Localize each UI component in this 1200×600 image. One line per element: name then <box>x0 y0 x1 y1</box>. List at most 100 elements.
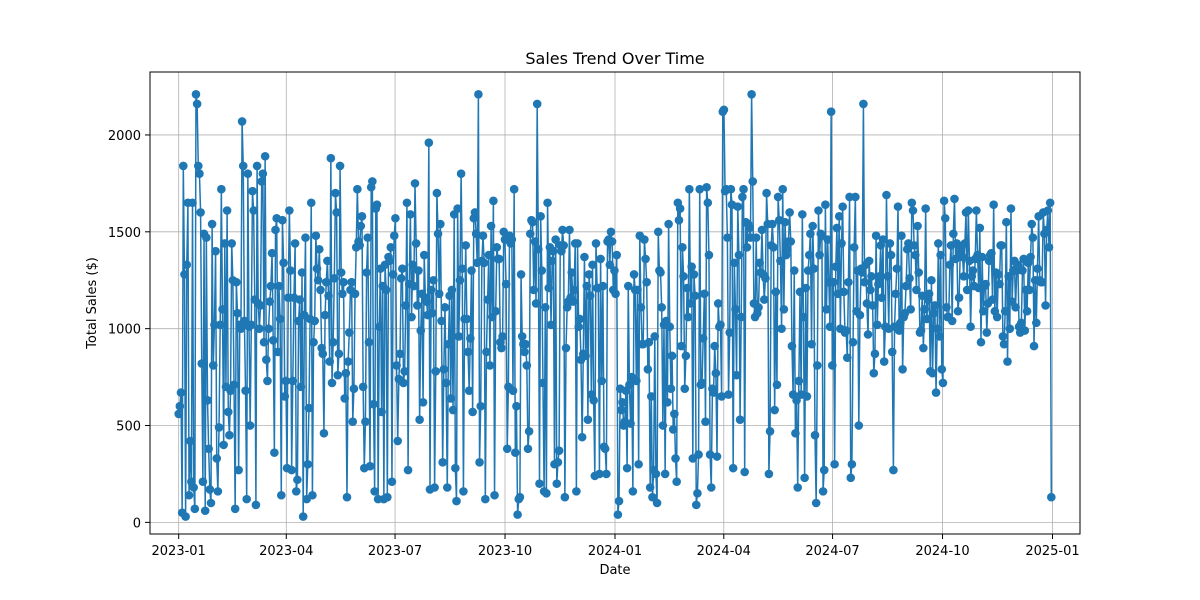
data-point <box>308 490 317 500</box>
data-point <box>642 277 651 287</box>
data-point <box>610 266 619 275</box>
data-point <box>849 243 859 252</box>
data-point <box>537 266 547 275</box>
data-point <box>830 459 839 469</box>
data-point <box>671 454 680 463</box>
data-point <box>1004 272 1013 281</box>
data-point <box>931 388 941 397</box>
data-point <box>362 268 371 277</box>
data-point <box>196 208 205 217</box>
data-point <box>611 289 620 299</box>
data-point <box>761 274 770 283</box>
data-point <box>206 498 216 508</box>
data-point <box>188 198 197 208</box>
x-tick-label: 2024-04 <box>697 544 751 559</box>
x-tick-label: 2024-10 <box>915 544 969 559</box>
data-point <box>883 272 892 281</box>
data-point <box>471 229 481 239</box>
data-point <box>293 475 302 485</box>
data-point <box>912 285 921 295</box>
data-point <box>709 388 718 397</box>
data-point <box>647 392 656 401</box>
data-point <box>573 239 582 248</box>
x-axis-label: Date <box>599 563 630 578</box>
data-point <box>802 392 812 401</box>
data-point <box>248 186 257 196</box>
data-point <box>276 490 286 500</box>
data-point <box>834 212 844 221</box>
data-point <box>175 401 185 411</box>
data-point <box>810 430 820 440</box>
data-point <box>270 448 279 457</box>
data-point <box>368 177 377 186</box>
data-point <box>770 405 779 415</box>
data-point <box>230 504 240 514</box>
data-point <box>726 184 736 194</box>
data-point <box>1013 260 1023 270</box>
data-point <box>377 407 386 417</box>
data-point <box>811 498 821 508</box>
data-point <box>907 198 917 208</box>
data-point <box>381 285 391 295</box>
data-point <box>932 324 942 333</box>
data-point <box>415 415 424 425</box>
data-point <box>807 339 816 349</box>
data-point <box>846 473 856 483</box>
data-point <box>247 320 256 330</box>
data-point <box>574 322 583 332</box>
data-point <box>829 277 838 287</box>
data-point <box>764 469 774 479</box>
data-point <box>240 316 249 326</box>
data-point <box>927 275 936 285</box>
data-point <box>937 365 947 374</box>
data-point <box>672 477 681 487</box>
data-point <box>924 289 934 299</box>
data-point <box>600 444 610 454</box>
data-point <box>613 510 623 519</box>
data-point <box>645 483 655 492</box>
data-point <box>468 407 477 417</box>
data-point <box>863 330 873 339</box>
data-point <box>765 427 775 436</box>
data-point <box>291 487 301 496</box>
data-point <box>648 492 657 502</box>
data-point <box>914 268 924 277</box>
y-axis-label: Total Sales ($) <box>85 257 100 350</box>
data-point <box>448 405 458 415</box>
data-point <box>358 382 368 392</box>
data-point <box>679 272 688 281</box>
data-point <box>686 299 695 308</box>
data-point <box>653 227 663 237</box>
data-point <box>266 281 276 291</box>
data-point <box>198 477 208 487</box>
data-point <box>535 479 544 488</box>
data-point <box>949 229 958 239</box>
data-point <box>383 492 392 502</box>
data-point <box>454 332 464 341</box>
data-point <box>625 380 634 390</box>
data-point <box>406 210 415 219</box>
data-point <box>203 396 212 405</box>
data-point <box>1045 198 1055 208</box>
data-point <box>520 347 529 357</box>
data-point <box>694 450 703 459</box>
data-point <box>998 332 1008 341</box>
data-point <box>1020 326 1030 335</box>
data-point <box>334 349 344 359</box>
data-point <box>413 301 422 310</box>
data-point <box>278 215 287 225</box>
data-point <box>517 332 527 341</box>
data-point <box>1017 318 1026 328</box>
data-point <box>559 241 568 250</box>
data-point <box>663 397 672 407</box>
data-point <box>508 386 518 395</box>
data-point <box>685 184 694 194</box>
data-point <box>181 512 190 521</box>
data-point <box>823 235 832 244</box>
data-point <box>315 244 324 254</box>
data-point <box>459 487 468 496</box>
data-point <box>461 241 471 250</box>
data-point <box>219 440 228 450</box>
data-point <box>848 337 858 347</box>
data-point <box>318 349 328 359</box>
